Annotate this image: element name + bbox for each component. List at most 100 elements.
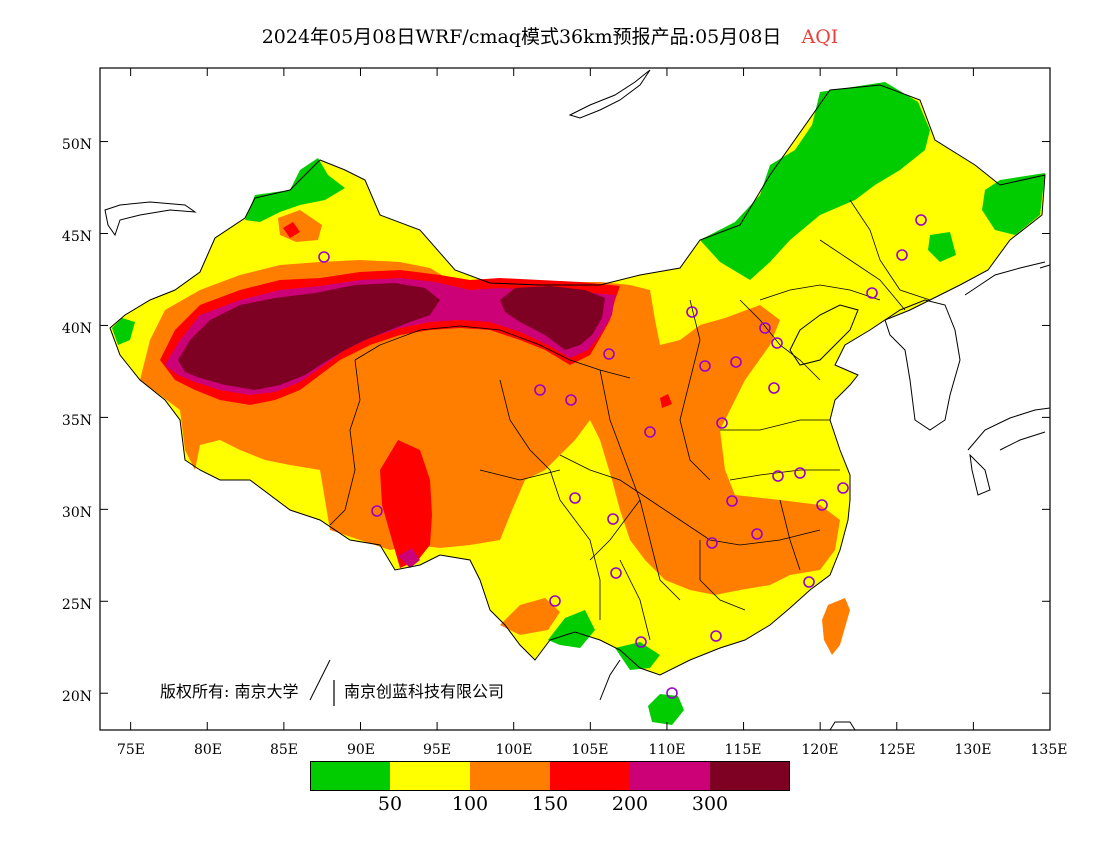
legend-label: 100	[451, 793, 489, 815]
station-marker	[730, 356, 742, 368]
copyright-credit: 版权所有: 南京大学 南京创蓝科技有限公司	[160, 680, 504, 706]
legend-label: 50	[377, 793, 403, 815]
y-tick-label: 30N	[62, 505, 92, 521]
y-tick-label: 50N	[62, 137, 92, 153]
region-good-northeast	[700, 82, 930, 280]
legend-label: 150	[531, 793, 569, 815]
coastline-northwest	[104, 201, 197, 237]
station-marker	[837, 482, 849, 494]
station-marker	[716, 417, 728, 429]
legend-label: 300	[691, 793, 729, 815]
station-marker	[896, 249, 908, 261]
y-tick-label: 20N	[62, 689, 92, 705]
region-unhealthy-shanxi	[660, 394, 672, 408]
x-tick-label: 110E	[649, 742, 686, 758]
station-marker	[771, 337, 783, 349]
region-unhealthy-xj-north	[283, 222, 300, 238]
station-marker	[607, 513, 619, 525]
region-good-xinjiang-north	[245, 158, 345, 222]
station-marker	[666, 687, 678, 699]
y-tick-label: 40N	[62, 321, 92, 337]
station-marker	[803, 576, 815, 588]
station-marker	[610, 567, 622, 579]
x-tick-label: 120E	[802, 742, 839, 758]
y-axis-labels: 50N 45N 40N 35N 30N 25N 20N	[62, 137, 92, 705]
legend-swatch-unhealthy	[550, 761, 630, 791]
station-marker	[710, 630, 722, 642]
x-tick-label: 105E	[572, 742, 609, 758]
region-good-hainan	[648, 694, 684, 725]
region-hazardous-tibet-south	[398, 548, 420, 568]
station-marker	[726, 495, 738, 507]
aqi-fill-layers	[110, 82, 1045, 725]
station-marker	[866, 287, 878, 299]
axis-ticks	[100, 68, 1051, 730]
station-marker	[794, 467, 806, 479]
x-tick-label: 80E	[194, 742, 222, 758]
region-good-yunnan-south	[548, 610, 595, 648]
station-marker	[768, 382, 780, 394]
region-good-jilin	[928, 232, 956, 262]
station-marker	[569, 492, 581, 504]
x-tick-label: 100E	[496, 742, 533, 758]
x-tick-label: 130E	[955, 742, 992, 758]
station-marker	[603, 348, 615, 360]
station-marker	[534, 384, 546, 396]
legend-swatch-good	[310, 761, 390, 791]
x-tick-label: 90E	[347, 742, 375, 758]
region-usg-yunnan	[500, 598, 560, 635]
coastline-baikal	[568, 69, 651, 119]
x-tick-label: 75E	[117, 742, 145, 758]
station-marker	[816, 499, 828, 511]
plot-frame	[99, 67, 1051, 731]
coastline-south	[309, 659, 856, 730]
coastline-korea-japan	[884, 261, 1050, 496]
y-tick-label: 45N	[62, 229, 92, 245]
legend-swatch-usg	[470, 761, 550, 791]
region-good-heilongjiang-east	[982, 173, 1045, 235]
map-title: 2024年05月08日WRF/cmaq模式36km预报产品:05月08日 AQI	[0, 22, 1100, 49]
region-hazardous-taklamakan	[178, 283, 440, 390]
region-unhealthy-tibet	[380, 440, 432, 568]
y-tick-label: 25N	[62, 597, 92, 613]
station-marker	[686, 306, 698, 318]
legend-frame	[310, 761, 790, 791]
x-tick-label: 125E	[879, 742, 916, 758]
region-good-guangxi-south	[615, 642, 660, 670]
region-usg-taiwan	[822, 598, 850, 655]
x-tick-label: 95E	[423, 742, 451, 758]
province-lines	[329, 199, 931, 641]
station-marker	[772, 470, 784, 482]
region-hazardous-badain	[500, 286, 605, 350]
station-marker	[635, 636, 647, 648]
station-marker	[759, 322, 771, 334]
credit-part1: 版权所有: 南京大学	[160, 682, 298, 701]
boundaries	[104, 69, 1050, 730]
region-good-xinjiang-west	[112, 318, 135, 345]
station-marker	[751, 528, 763, 540]
x-axis-labels: 75E 80E 85E 90E 95E 100E 105E 110E 115E …	[117, 742, 1068, 758]
station-marker	[549, 595, 561, 607]
station-marker	[915, 214, 927, 226]
x-tick-label: 85E	[270, 742, 298, 758]
legend-swatch-moderate	[390, 761, 470, 791]
legend-swatch-very-unhealthy	[630, 761, 710, 791]
station-marker	[565, 394, 577, 406]
aqi-map: 75E 80E 85E 90E 95E 100E 105E 110E 115E …	[62, 67, 1068, 758]
x-tick-label: 135E	[1031, 742, 1068, 758]
legend-label: 200	[611, 793, 649, 815]
y-tick-label: 35N	[62, 413, 92, 429]
title-variable: AQI	[801, 26, 839, 48]
coastline-bohai	[789, 304, 859, 366]
station-marker	[318, 251, 330, 263]
credit-part2: 南京创蓝科技有限公司	[344, 682, 504, 701]
station-markers	[318, 214, 927, 699]
legend-swatch-hazardous	[710, 761, 790, 791]
station-marker	[699, 360, 711, 372]
station-marker	[371, 505, 383, 517]
title-main: 2024年05月08日WRF/cmaq模式36km预报产品:05月08日	[261, 26, 782, 48]
x-tick-label: 115E	[725, 742, 762, 758]
station-marker	[644, 426, 656, 438]
china-border	[109, 84, 1046, 676]
station-marker	[706, 537, 718, 549]
